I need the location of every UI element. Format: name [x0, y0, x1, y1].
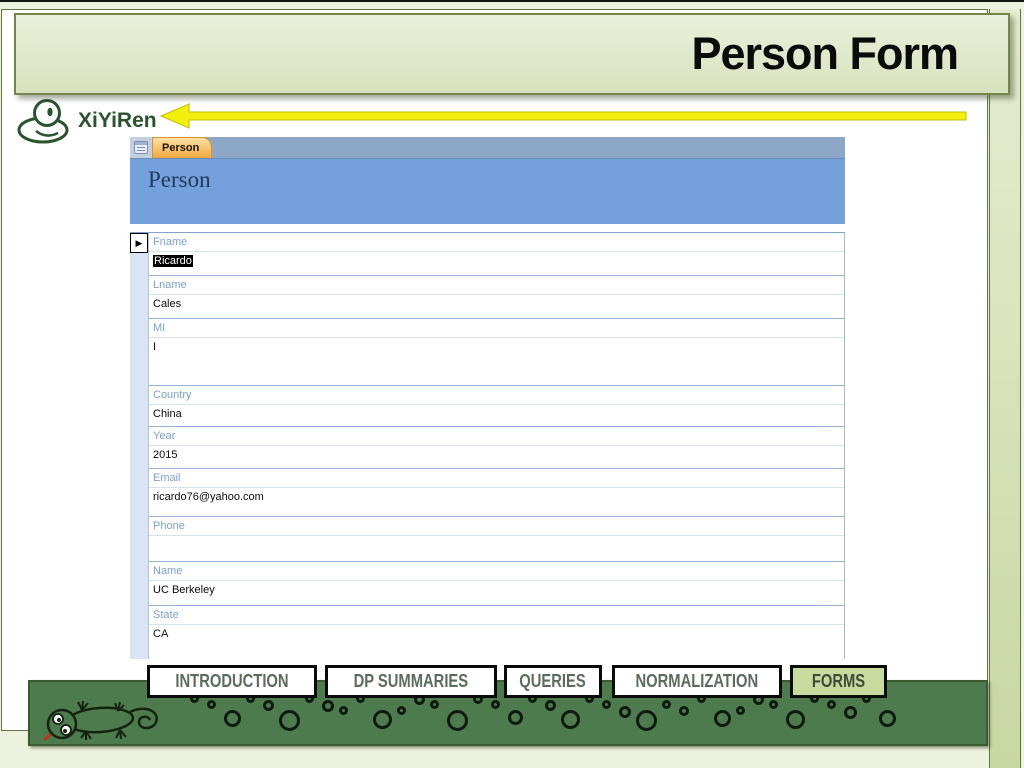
- field-label-phone: Phone: [149, 517, 844, 536]
- trail-circle: [207, 700, 216, 709]
- field-block-name: Name UC Berkeley: [149, 561, 844, 605]
- trail-circle: [279, 710, 300, 731]
- trail-circle: [827, 700, 836, 709]
- field-value-lname[interactable]: Cales: [153, 298, 182, 310]
- bubble-trail-decoration: [190, 692, 978, 740]
- selected-text: Ricardo: [153, 255, 193, 267]
- field-label-lname: Lname: [149, 276, 844, 295]
- trail-circle: [636, 710, 657, 731]
- page-title: Person Form: [691, 28, 959, 79]
- nav-button-label: NORMALIZATION: [635, 671, 759, 691]
- field-label-state: State: [149, 606, 844, 625]
- nav-button-dp-summaries[interactable]: DP SUMMARIES: [325, 665, 497, 698]
- form-detail-section: ▶ Fname Ricardo Lname Cales MI I Country China Y…: [130, 232, 845, 659]
- record-arrow-icon: ▶: [135, 237, 143, 248]
- trail-circle: [397, 706, 406, 715]
- field-label-name: Name: [149, 562, 844, 581]
- trail-circle: [844, 706, 857, 719]
- field-block-fname: Fname Ricardo: [149, 233, 844, 275]
- record-selector-column[interactable]: ▶: [130, 233, 149, 659]
- trail-circle: [263, 700, 274, 711]
- field-label-year: Year: [149, 427, 844, 446]
- field-value-mi[interactable]: I: [153, 341, 157, 353]
- trail-circle: [769, 700, 778, 709]
- field-value-country[interactable]: China: [153, 408, 182, 420]
- form-icon-box: [130, 137, 152, 158]
- trail-circle: [545, 700, 556, 711]
- form-tab-bar: Person: [130, 137, 845, 158]
- slide-right-strip: [989, 9, 1021, 768]
- trail-circle: [602, 700, 611, 709]
- field-block-phone: Phone: [149, 516, 844, 561]
- field-block-state: State CA: [149, 605, 844, 647]
- tab-person[interactable]: Person: [152, 137, 213, 158]
- trail-circle: [786, 710, 805, 729]
- trail-circle: [879, 710, 896, 727]
- slide-top-border: [0, 0, 1024, 2]
- trail-circle: [561, 710, 580, 729]
- trail-circle: [224, 710, 241, 727]
- nav-button-queries[interactable]: QUERIES: [504, 665, 602, 698]
- field-block-mi: MI I: [149, 318, 844, 385]
- field-label-fname: Fname: [149, 233, 844, 252]
- field-value-phone[interactable]: [149, 536, 844, 561]
- field-label-mi: MI: [149, 319, 844, 338]
- form-title: Person: [148, 167, 211, 192]
- field-label-email: Email: [149, 469, 844, 488]
- field-block-lname: Lname Cales: [149, 275, 844, 318]
- field-value-name[interactable]: UC Berkeley: [153, 584, 215, 596]
- trail-circle: [679, 706, 689, 716]
- trail-circle: [714, 710, 731, 727]
- trail-circle: [373, 710, 392, 729]
- nav-button-label: INTRODUCTION: [175, 671, 289, 691]
- nav-button-label: FORMS: [811, 671, 866, 691]
- logo-wordmark: XiYiRen: [78, 109, 157, 132]
- yellow-left-arrow-icon: [159, 103, 967, 129]
- field-label-country: Country: [149, 386, 844, 405]
- trail-circle: [322, 700, 334, 712]
- field-value-state[interactable]: CA: [153, 628, 169, 640]
- nav-button-forms[interactable]: FORMS: [790, 665, 887, 698]
- field-value-email[interactable]: ricardo76@yahoo.com: [153, 491, 264, 503]
- gecko-icon: [43, 700, 158, 741]
- trail-circle: [619, 706, 631, 718]
- field-block-country: Country China: [149, 385, 844, 426]
- field-block-year: Year 2015: [149, 426, 844, 468]
- field-value-fname[interactable]: Ricardo: [149, 252, 844, 275]
- trail-circle: [447, 710, 468, 731]
- form-icon: [134, 141, 148, 154]
- xiyiren-logo: XiYiRen: [16, 98, 157, 144]
- current-record-marker: ▶: [130, 233, 148, 253]
- trail-circle: [491, 700, 500, 709]
- trail-circle: [339, 706, 348, 715]
- nav-button-label: QUERIES: [519, 671, 587, 691]
- field-value-year[interactable]: 2015: [153, 449, 178, 461]
- trail-circle: [736, 706, 745, 715]
- nav-button-label: DP SUMMARIES: [353, 671, 469, 691]
- access-form-window: Person Person ▶ Fname Ricardo Lname Cales MI…: [130, 137, 845, 660]
- trail-circle: [662, 700, 671, 709]
- nav-button-introduction[interactable]: INTRODUCTION: [147, 665, 317, 698]
- slide-title-box: Person Form: [14, 13, 1010, 95]
- trail-circle: [508, 710, 523, 725]
- field-block-email: Email ricardo76@yahoo.com: [149, 468, 844, 516]
- nav-button-normalization[interactable]: NORMALIZATION: [612, 665, 782, 698]
- form-fields: Fname Ricardo Lname Cales MI I Country China Yea…: [149, 233, 845, 659]
- rabbit-logo-icon: [17, 99, 69, 144]
- form-header: Person: [130, 158, 845, 224]
- trail-circle: [430, 700, 439, 709]
- form-header-gap: [130, 224, 845, 232]
